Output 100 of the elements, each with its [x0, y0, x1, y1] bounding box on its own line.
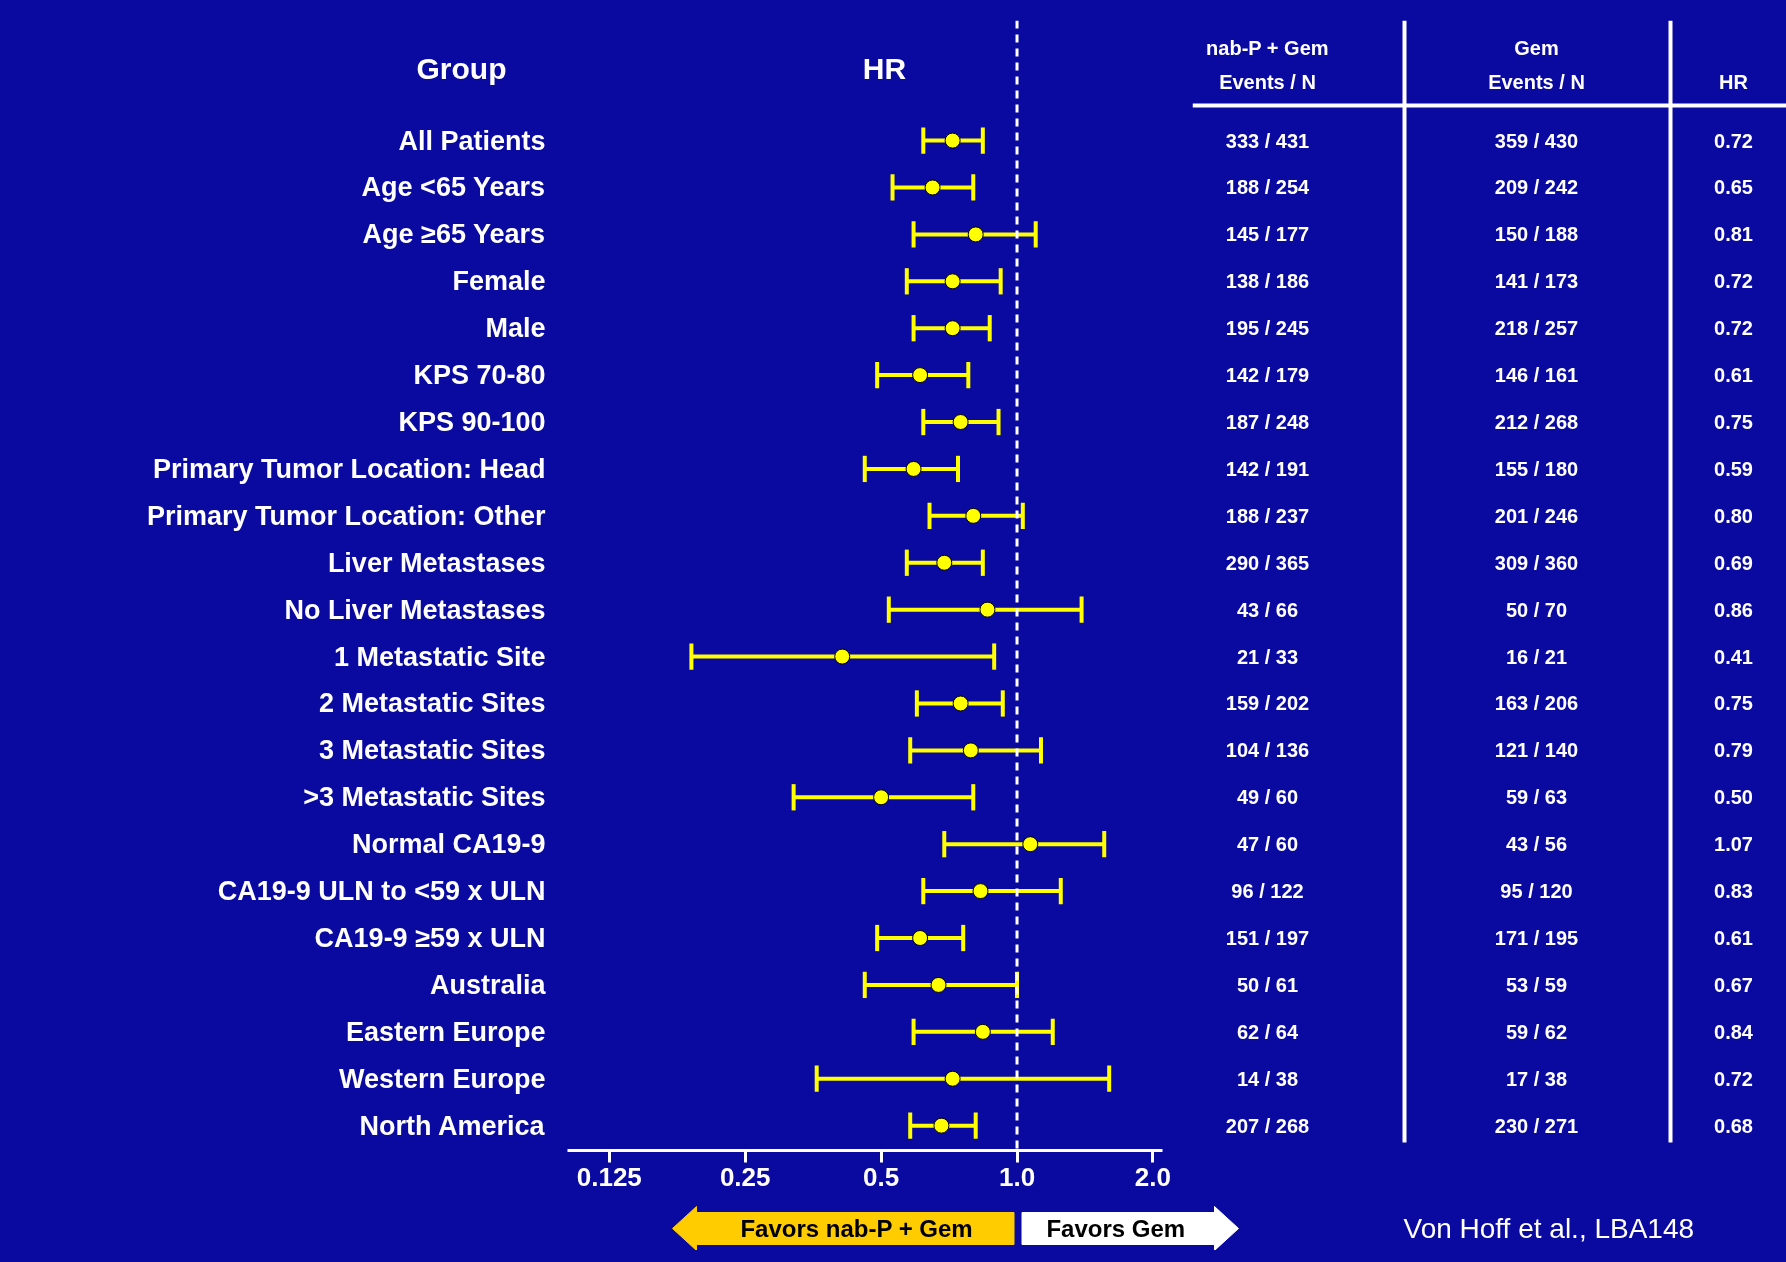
text: nab-P + Gem	[1206, 36, 1329, 59]
text: 146 / 161	[1494, 364, 1579, 387]
y-tick-label: All Patients	[398, 125, 546, 156]
y-tick-label: Liver Metastases	[327, 547, 546, 578]
y-tick-label: Eastern Europe	[345, 1016, 546, 1047]
text: Von Hoff et al., LBA148	[1403, 1213, 1695, 1244]
y-tick-label: KPS 70-80	[413, 360, 546, 391]
data-label: 0.79	[1714, 739, 1753, 762]
text: 43 / 66	[1236, 598, 1299, 621]
y-tick-label: Primary Tumor Location: Head	[152, 453, 546, 484]
data-label: 0.83	[1714, 880, 1753, 903]
text: 207 / 268	[1225, 1114, 1310, 1137]
text: 47 / 60	[1236, 833, 1299, 856]
text: HR	[1719, 71, 1749, 94]
x-tick-label: 0.25	[719, 1161, 771, 1192]
y-tick-label: 1 Metastatic Site	[333, 641, 546, 672]
y-tick-label: Age ≥65 Years	[362, 219, 546, 250]
text: 171 / 195	[1494, 927, 1579, 950]
text: 50 / 70	[1505, 598, 1568, 621]
y-tick-label: Australia	[429, 969, 547, 1000]
text: 142 / 191	[1225, 457, 1310, 480]
text: 141 / 173	[1494, 270, 1579, 293]
text: 43 / 56	[1505, 833, 1568, 856]
data-label: 0.80	[1714, 504, 1753, 527]
text: 150 / 188	[1494, 223, 1579, 246]
data-label: 0.65	[1714, 176, 1753, 199]
x-tick-label: 0.5	[863, 1161, 900, 1192]
x-tick-label: 1.0	[998, 1161, 1036, 1192]
text: 155 / 180	[1494, 457, 1579, 480]
text: Events / N	[1219, 71, 1316, 94]
y-tick-label: North America	[359, 1110, 546, 1141]
data-label: 0.67	[1714, 973, 1753, 996]
data-label: 0.72	[1714, 1067, 1753, 1090]
text: 138 / 186	[1225, 270, 1310, 293]
text: 96 / 122	[1231, 880, 1304, 903]
y-tick-label: CA19-9 ULN to <59 x ULN	[217, 876, 546, 907]
data-label: 0.69	[1714, 551, 1753, 574]
text: 59 / 62	[1505, 1020, 1568, 1043]
text: 209 / 242	[1494, 176, 1579, 199]
data-label: 0.61	[1714, 927, 1753, 950]
text: 359 / 430	[1494, 129, 1579, 152]
text: 290 / 365	[1225, 551, 1310, 574]
y-tick-label: >3 Metastatic Sites	[303, 782, 546, 813]
y-axis-title: Group	[416, 52, 507, 86]
x-tick-label: 0.125	[576, 1161, 642, 1192]
data-label: 1.07	[1714, 833, 1753, 856]
text: 62 / 64	[1236, 1020, 1299, 1043]
data-label: 0.75	[1714, 692, 1753, 715]
text: 16 / 21	[1505, 645, 1568, 668]
chart-title: HR	[862, 52, 907, 86]
data-label: 0.61	[1714, 364, 1753, 387]
text: 195 / 245	[1225, 317, 1310, 340]
text: 21 / 33	[1236, 645, 1299, 668]
y-tick-label: Primary Tumor Location: Other	[146, 500, 546, 531]
y-tick-label: Female	[452, 266, 546, 297]
data-label: 0.86	[1714, 598, 1753, 621]
y-tick-label: Normal CA19-9	[351, 829, 546, 860]
text: 212 / 268	[1494, 411, 1579, 434]
text: Gem	[1514, 36, 1559, 59]
data-label: 0.68	[1714, 1114, 1753, 1137]
y-tick-label: Western Europe	[338, 1063, 546, 1094]
data-label: 0.75	[1714, 411, 1753, 434]
text: 53 / 59	[1505, 973, 1568, 996]
text: 188 / 237	[1225, 504, 1310, 527]
data-label: 0.50	[1714, 786, 1753, 809]
text: 50 / 61	[1236, 973, 1299, 996]
y-tick-label: CA19-9 ≥59 x ULN	[314, 923, 546, 954]
y-tick-label: KPS 90-100	[398, 407, 546, 438]
y-tick-label: 2 Metastatic Sites	[318, 688, 546, 719]
text: 49 / 60	[1236, 786, 1299, 809]
data-label: 0.72	[1714, 317, 1753, 340]
data-label: 0.84	[1714, 1020, 1754, 1043]
text: 151 / 197	[1225, 927, 1310, 950]
text: 163 / 206	[1494, 692, 1579, 715]
text: 218 / 257	[1494, 317, 1579, 340]
text: Favors Gem	[1046, 1215, 1186, 1242]
text: 187 / 248	[1225, 411, 1310, 434]
text: 142 / 179	[1225, 364, 1310, 387]
text: 59 / 63	[1505, 786, 1568, 809]
text: 188 / 254	[1225, 176, 1311, 199]
text: 14 / 38	[1236, 1067, 1299, 1090]
data-label: 0.72	[1714, 270, 1753, 293]
text: 121 / 140	[1494, 739, 1579, 762]
text: 104 / 136	[1225, 739, 1310, 762]
text: 201 / 246	[1494, 504, 1579, 527]
text: 145 / 177	[1225, 223, 1310, 246]
text: 333 / 431	[1225, 129, 1310, 152]
x-tick-label: 2.0	[1134, 1161, 1172, 1192]
y-tick-label: Male	[485, 313, 546, 344]
data-label: 0.59	[1714, 457, 1753, 480]
text: 95 / 120	[1500, 880, 1573, 903]
text: 17 / 38	[1505, 1067, 1568, 1090]
text: Favors nab-P + Gem	[740, 1215, 973, 1242]
data-label: 0.72	[1714, 129, 1753, 152]
y-tick-label: 3 Metastatic Sites	[318, 735, 546, 766]
text: 159 / 202	[1225, 692, 1310, 715]
text: 230 / 271	[1494, 1114, 1579, 1137]
data-label: 0.81	[1714, 223, 1753, 246]
text: Events / N	[1488, 71, 1585, 94]
text: 309 / 360	[1494, 551, 1579, 574]
